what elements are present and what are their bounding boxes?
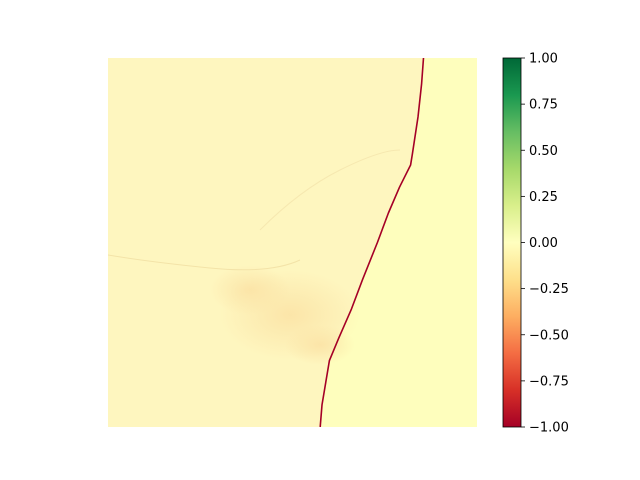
river-line: [108, 254, 301, 271]
land-region: [108, 58, 424, 427]
colorbar-tick-label: −0.75: [529, 374, 569, 389]
colorbar-tick-label: 0.50: [529, 144, 558, 159]
colorbar-tick-label: 1.00: [529, 52, 558, 67]
colorbar-tick-label: −0.25: [529, 282, 569, 297]
colorbar-tick-label: 0.75: [529, 98, 558, 113]
colorbar-ticks: 1.00 0.75 0.50 0.25 0.00 −0.25 −0.50 −0.75 −1.00: [521, 52, 569, 436]
colorbar-gradient: [503, 58, 521, 427]
land-texture-patch: [285, 325, 355, 365]
colorbar-tick-label: −0.50: [529, 328, 569, 343]
colorbar-tick-label: 0.25: [529, 190, 558, 205]
colorbar-tick-label: −1.00: [529, 421, 569, 436]
coastline-boundary: [319, 58, 425, 427]
colorbar: 1.00 0.75 0.50 0.25 0.00 −0.25 −0.50 −0.75 −1.00: [502, 52, 569, 436]
heatmap-image: [108, 58, 477, 427]
land-texture-patch: [210, 265, 290, 315]
river-line: [259, 149, 401, 231]
colorbar-tick-label: 0.00: [529, 236, 558, 251]
